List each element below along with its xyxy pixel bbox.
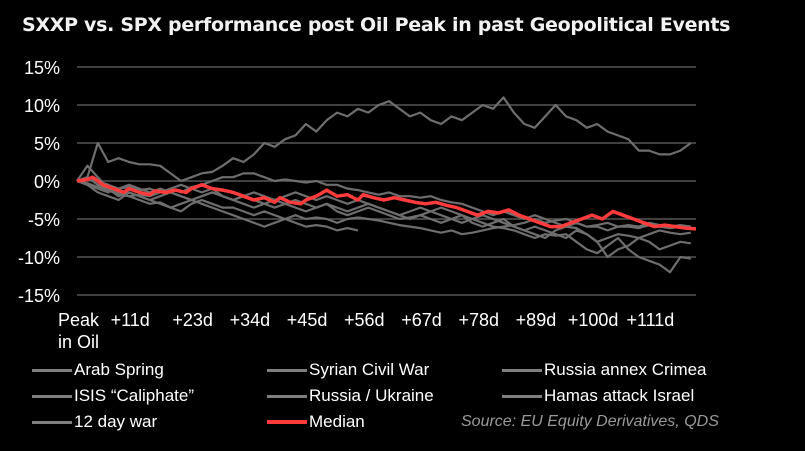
x-tick-label: Peak (58, 310, 100, 330)
legend-swatch (502, 394, 542, 398)
legend-item-russia-ukraine: Russia / Ukraine (267, 386, 434, 406)
series-lines (76, 96, 697, 274)
series-line-12-day-war (76, 179, 359, 232)
legend-swatch (32, 420, 72, 424)
legend-swatch (267, 368, 307, 372)
legend-label: Russia annex Crimea (544, 360, 707, 379)
y-tick-label: -10% (18, 248, 60, 268)
x-tick-label: +67d (401, 310, 442, 330)
series-line-median (76, 175, 697, 231)
y-tick-label: -15% (18, 286, 60, 306)
x-tick-label: +56d (344, 310, 385, 330)
y-tick-label: 0% (34, 172, 60, 192)
legend-swatch (32, 368, 72, 372)
series-line-arab-spring (76, 96, 692, 183)
series-line-russia-ukraine (76, 179, 691, 243)
legend-label: Russia / Ukraine (309, 386, 434, 405)
series-line-hamas-attack-israel (76, 176, 691, 274)
x-tick-label: +100d (568, 310, 619, 330)
legend-swatch (32, 394, 72, 398)
y-tick-label: 5% (34, 134, 60, 154)
y-axis-ticks: 15% 10% 5% 0% -5% -10% -15% (18, 58, 60, 306)
source-note: Source: EU Equity Derivatives, QDS (461, 413, 719, 430)
legend-label: Syrian Civil War (309, 360, 430, 379)
legend-item-hamas-attack-israel: Hamas attack Israel (502, 386, 694, 406)
legend-label: Arab Spring (74, 360, 164, 379)
series-line-russia-annex-crimea (76, 176, 691, 236)
legend-item-russia-annex-crimea: Russia annex Crimea (502, 360, 707, 380)
y-tick-label: -5% (28, 210, 60, 230)
legend-label: Median (309, 412, 365, 431)
x-tick-label: +78d (458, 310, 499, 330)
legend-item-syrian-civil-war: Syrian Civil War (267, 360, 429, 380)
y-tick-label: 15% (24, 58, 60, 78)
chart-title: SXXP vs. SPX performance post Oil Peak i… (22, 14, 731, 36)
legend-swatch (502, 368, 542, 372)
legend-item-12-day-war: 12 day war (32, 412, 157, 432)
legend-item-median: Median (267, 412, 365, 432)
x-tick-label: in Oil (58, 332, 99, 352)
x-tick-label: +45d (287, 310, 328, 330)
x-tick-label: +89d (516, 310, 557, 330)
legend-item-isis-caliphate: ISIS “Caliphate” (32, 386, 194, 406)
legend-swatch-median (267, 420, 307, 424)
y-tick-label: 10% (24, 96, 60, 116)
x-tick-label: +11d (111, 310, 150, 330)
x-tick-label: +23d (172, 310, 213, 330)
legend-item-arab-spring: Arab Spring (32, 360, 164, 380)
legend-swatch (267, 394, 307, 398)
legend-label: ISIS “Caliphate” (74, 386, 194, 405)
legend-label: 12 day war (74, 412, 158, 431)
gridlines (77, 66, 696, 296)
x-tick-label: +111d (626, 310, 674, 330)
legend-label: Hamas attack Israel (544, 386, 695, 405)
x-tick-label: +34d (230, 310, 271, 330)
